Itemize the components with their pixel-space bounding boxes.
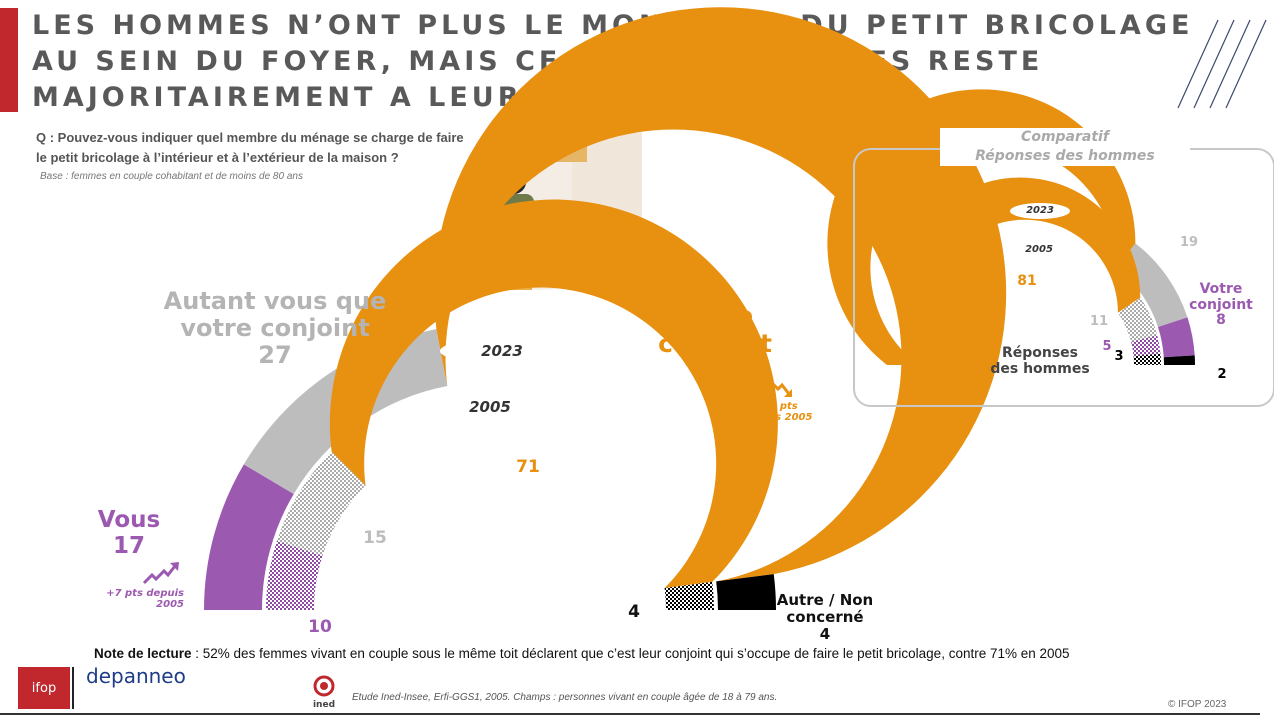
inset-year-2005: 2005 — [1010, 242, 1068, 258]
note-text: : 52% des femmes vivant en couple sous l… — [191, 646, 1070, 661]
source-text: Etude Ined-Insee, Erfi-GGS1, 2005. Champ… — [352, 692, 778, 703]
inset-center-label: Réponses des hommes — [985, 345, 1095, 377]
label-value: 27 — [258, 340, 292, 369]
inset-value-autant: 19 — [1179, 235, 1199, 250]
label-text: des hommes — [990, 360, 1090, 377]
label-text: Autant vous que — [163, 287, 387, 315]
label-text: conjoint — [658, 329, 772, 358]
arc-2023-conjoint — [1157, 317, 1195, 358]
value-2005-vous: 10 — [308, 617, 332, 637]
year-label-2023: 2023 — [440, 338, 564, 364]
reading-note: Note de lecture : 52% des femmes vivant … — [94, 646, 1070, 661]
comparison-title: Comparatif Réponses des hommes — [940, 128, 1190, 166]
arc-2005-autant — [1117, 297, 1158, 342]
question-line: Q : Pouvez-vous indiquer quel membre du … — [36, 130, 464, 145]
trend-text: depuis 2005 — [743, 412, 813, 424]
label-vous: Vous 17 — [84, 507, 174, 560]
label-value: 4 — [819, 624, 831, 643]
label-text: Votre — [1199, 281, 1243, 297]
trend-down-icon — [757, 376, 792, 397]
value-2005-conjoint: 71 — [516, 457, 540, 477]
trend-vous: +7 pts depuis 2005 — [106, 588, 184, 611]
inset-value-autre: 2 — [1217, 367, 1227, 382]
label-text: concerné — [786, 607, 864, 626]
inset-2005-conjoint: 5 — [1102, 339, 1112, 354]
note-label: Note de lecture — [94, 646, 192, 661]
title-line: Réponses des hommes — [975, 148, 1155, 164]
inset-2005-autant: 11 — [1089, 314, 1109, 329]
label-text: Vous — [97, 507, 161, 533]
label-conjoint: Votre conjoint 52 — [650, 302, 780, 386]
base-text: Base : femmes en couple cohabitant et de… — [40, 171, 303, 182]
logo-divider — [72, 667, 74, 709]
copyright: © IFOP 2023 — [1168, 699, 1227, 710]
label-value: 17 — [112, 532, 145, 559]
arc-2005-conjoint — [329, 199, 778, 588]
label-text: Réponses — [1001, 345, 1079, 361]
label-value: 8 — [1216, 312, 1226, 329]
question-text: Q : Pouvez-vous indiquer quel membre du … — [36, 128, 464, 168]
ined-logo-icon — [313, 675, 335, 697]
label-value: 71 — [915, 208, 935, 225]
depanneo-logo: depanneo — [86, 664, 186, 688]
ined-logo: ined — [312, 700, 336, 710]
label-autre: Autre / Non concerné 4 — [770, 592, 880, 642]
ifop-logo: ifop — [18, 667, 70, 709]
label-text: votre conjoint — [180, 313, 370, 342]
arc-2005-autre — [664, 581, 714, 610]
inset-2005-autre: 3 — [1114, 349, 1124, 364]
inset-year-2023: 2023 — [1010, 203, 1070, 219]
question-line: le petit bricolage à l’intérieur et à l’… — [36, 150, 399, 165]
trend-conjoint: -19 pts depuis 2005 — [738, 401, 818, 423]
year-label-2005: 2005 — [440, 394, 540, 420]
decorative-lines-icon — [1177, 19, 1267, 109]
arc-2023-autre — [1163, 355, 1195, 365]
arc-2005-conjoint — [1131, 335, 1161, 357]
arc-2005-autant — [276, 451, 366, 556]
trend-text: -19 pts — [758, 401, 798, 412]
label-text: Vous — [906, 193, 944, 209]
arc-2005-vous — [900, 177, 1141, 365]
inset-label-conjoint: Votre conjoint 8 — [1186, 281, 1256, 329]
arc-2023-autre — [716, 574, 776, 610]
label-text: Autre / Non — [776, 591, 874, 609]
arc-2023-vous — [204, 464, 294, 610]
footer-divider — [0, 713, 1260, 715]
arc-2005-vous — [266, 540, 323, 610]
label-text: conjoint — [1189, 296, 1253, 313]
arc-2005-autre — [1133, 353, 1161, 365]
trend-up-icon — [142, 562, 179, 585]
label-value: 52 — [697, 357, 733, 386]
title-accent-bar — [0, 8, 18, 112]
label-text: Votre — [676, 301, 754, 330]
title-line: Comparatif — [1021, 129, 1109, 145]
label-autant: Autant vous que votre conjoint 27 — [150, 288, 400, 369]
value-2005-autre: 4 — [628, 602, 640, 622]
value-2005-autant: 15 — [363, 528, 387, 548]
inset-label-vous: Vous 71 — [895, 193, 955, 225]
inset-2005-vous: 81 — [1017, 273, 1037, 289]
